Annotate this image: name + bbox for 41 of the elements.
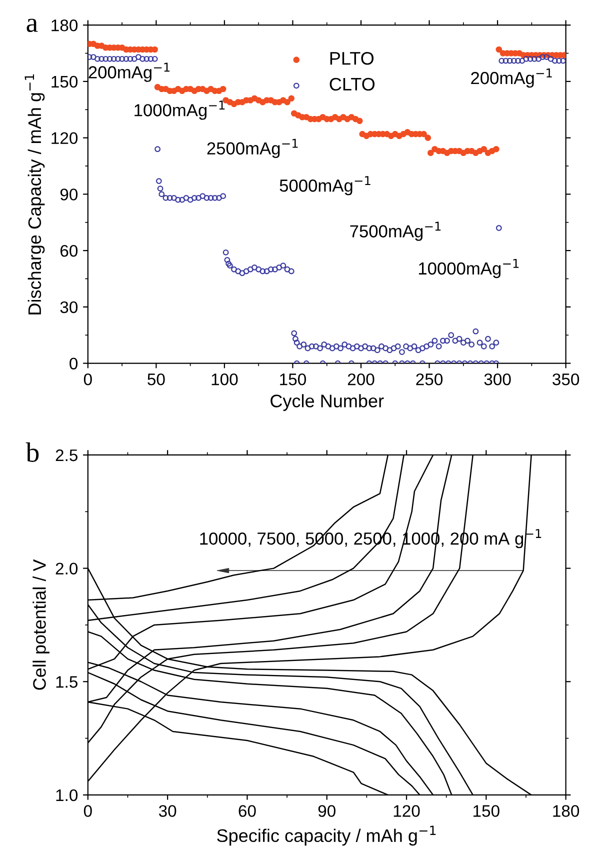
x-tick-label: 0 (84, 373, 92, 386)
x-axis-title: Cycle Number (270, 394, 384, 411)
y-tick-label: 2.5 (56, 449, 78, 462)
annotation: 5000mAg$^{−1}$ (280, 176, 370, 196)
y-tick-label: 90 (60, 188, 78, 200)
annotation: 1000mAg$^{−1}$ (134, 100, 225, 120)
legend-label: PLTO (330, 52, 374, 65)
y-tick-label: 2.0 (56, 562, 78, 575)
x-tick-label: 30 (158, 805, 176, 817)
y-tick-label: 1.0 (56, 789, 78, 802)
x-tick-label: 60 (238, 805, 256, 817)
annotation: 2500mAg$^{−1}$ (207, 138, 298, 158)
chart-title: b (26, 442, 39, 462)
annotation: 10000mAg$^{−1}$ (418, 258, 519, 278)
x-tick-label: 100 (212, 373, 238, 386)
x-tick-label: 120 (394, 805, 420, 817)
x-tick-label: 90 (318, 805, 336, 817)
x-tick-label: 350 (552, 373, 580, 386)
annotation: 200mAg$^{−1}$ (471, 68, 552, 88)
x-tick-label: 180 (553, 805, 580, 817)
y-axis-title: Cell potential / V (32, 559, 50, 690)
y-axis-title: Discharge Capacity / mAh g$^{−1}$ (24, 74, 45, 314)
annotation: 200mAg$^{−1}$ (88, 62, 170, 82)
x-tick-label: 150 (280, 373, 306, 386)
y-tick-label: 1.5 (56, 676, 78, 688)
y-tick-label: 180 (52, 19, 78, 32)
x-tick-label: 250 (416, 373, 443, 386)
y-tick-label: 120 (52, 132, 78, 144)
y-tick-label: 150 (52, 76, 78, 88)
x-tick-label: 300 (484, 373, 511, 386)
legend-label: CLTO (330, 78, 375, 91)
x-tick-label: 0 (84, 805, 92, 817)
chart-title: a (26, 18, 38, 32)
y-tick-label: 0 (70, 358, 78, 370)
x-tick-label: 200 (348, 373, 374, 386)
x-tick-label: 150 (474, 805, 500, 817)
annotation: 7500mAg$^{−1}$ (350, 222, 441, 241)
x-axis-title: Specific capacity / mAh g$^{−1}$ (217, 826, 436, 846)
y-tick-label: 60 (60, 244, 78, 257)
x-tick-label: 50 (148, 373, 165, 386)
y-tick-label: 30 (60, 301, 78, 314)
